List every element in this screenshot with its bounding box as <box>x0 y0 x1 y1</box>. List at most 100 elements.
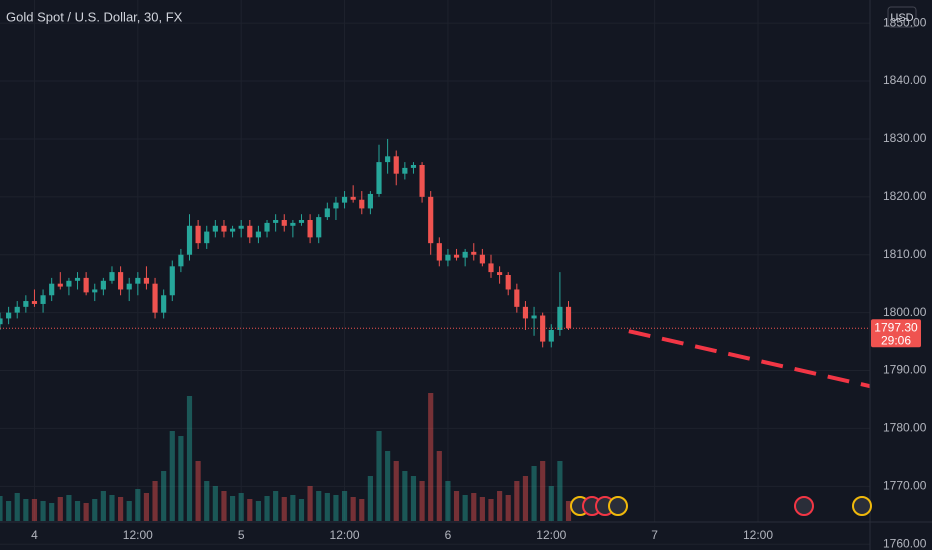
volume-bar <box>247 499 253 521</box>
x-tick-label: 7 <box>651 528 658 542</box>
candle-body <box>255 231 261 238</box>
x-tick-label: 4 <box>31 528 38 542</box>
volume-bar <box>428 393 434 521</box>
candle-body <box>428 196 434 244</box>
volume-bar <box>402 471 408 521</box>
volume-bar <box>341 491 348 521</box>
candle-body <box>540 315 546 342</box>
volume-bar <box>497 491 503 521</box>
candle-body <box>445 254 451 261</box>
volume-bar <box>135 489 141 521</box>
volume-bar <box>31 499 38 521</box>
volume-bar <box>324 493 330 521</box>
volume-bar <box>74 501 81 521</box>
candle-body <box>514 289 520 307</box>
candle-body <box>333 202 339 209</box>
y-tick-label: 1760.00 <box>883 536 927 550</box>
volume-bar <box>522 476 529 521</box>
volume-bar <box>376 431 382 521</box>
candle-body <box>479 254 485 264</box>
y-tick-label: 1780.00 <box>883 421 927 435</box>
volume-layer <box>0 393 572 521</box>
forecast-line <box>628 329 871 389</box>
volume-bar <box>565 501 572 521</box>
candle-body <box>66 280 72 287</box>
candle-body <box>324 208 330 218</box>
candle-body <box>109 272 115 281</box>
volume-bar <box>531 466 537 521</box>
candle-body <box>74 277 81 281</box>
candle-body <box>385 156 391 163</box>
candle-body <box>273 220 279 223</box>
grid <box>0 0 870 545</box>
currency[interactable]: USD <box>890 12 913 24</box>
candle-body <box>565 306 572 329</box>
volume-bar <box>367 476 373 521</box>
y-tick-label: 1770.00 <box>883 478 927 492</box>
candle-body <box>410 165 417 168</box>
candle-body <box>152 283 158 313</box>
candle-body <box>83 277 89 293</box>
volume-bar <box>186 396 193 521</box>
candle-body <box>212 225 218 232</box>
volume-bar <box>57 497 63 521</box>
volume-bar <box>118 497 124 521</box>
candle-body <box>557 306 563 330</box>
volume-bar <box>316 491 322 521</box>
x-tick-label: 5 <box>238 528 245 542</box>
candle-body <box>135 277 141 284</box>
volume-bar <box>307 486 313 521</box>
volume-bar <box>238 493 244 521</box>
currency-box[interactable] <box>887 6 917 28</box>
volume-bar <box>195 461 201 521</box>
volume-bar <box>255 501 261 521</box>
volume-bar <box>6 501 12 521</box>
volume-bar <box>350 497 356 521</box>
candle-body <box>14 306 20 313</box>
volume-bar <box>281 497 287 521</box>
candle-body <box>376 162 382 194</box>
candle-body <box>290 222 296 226</box>
last-price-box <box>871 319 921 348</box>
countdown-label: 29:06 <box>881 333 911 347</box>
candle-body <box>6 312 12 319</box>
volume-bar <box>540 461 546 521</box>
volume-bar <box>333 495 339 521</box>
volume-bar <box>204 481 210 521</box>
volume-bar <box>385 451 391 521</box>
y-tick-label: 1850.00 <box>883 15 927 29</box>
candle-body <box>40 295 46 304</box>
volume-bar <box>109 495 115 521</box>
volume-bar <box>290 495 296 521</box>
volume-bar <box>161 471 167 521</box>
candle-body <box>359 199 365 209</box>
x-tick-label: 12:00 <box>330 528 360 542</box>
volume-bar <box>453 491 460 521</box>
volume-bar <box>0 496 3 521</box>
volume-bar <box>49 503 55 521</box>
event-icon[interactable] <box>608 496 628 516</box>
candle-body <box>419 165 425 197</box>
candle-body <box>367 193 373 209</box>
candle-body <box>169 266 175 296</box>
volume-bar <box>212 486 218 521</box>
y-tick-label: 1820.00 <box>883 189 927 203</box>
event-icon[interactable] <box>852 496 872 516</box>
volume-bar <box>229 496 236 521</box>
candle-body <box>531 315 537 319</box>
volume-bar <box>462 495 468 521</box>
chart-title: Gold Spot / U.S. Dollar, 30, FX <box>6 9 183 24</box>
candle-body <box>100 280 106 290</box>
candle-body <box>186 225 193 255</box>
y-tick-label: 1790.00 <box>883 363 927 377</box>
candle-body <box>0 318 3 325</box>
volume-bar <box>83 503 89 521</box>
volume-bar <box>152 481 158 521</box>
volume-bar <box>169 431 175 521</box>
event-icon[interactable] <box>794 496 814 516</box>
candle-body <box>471 251 477 255</box>
volume-bar <box>445 481 451 521</box>
volume-bar <box>273 491 279 521</box>
